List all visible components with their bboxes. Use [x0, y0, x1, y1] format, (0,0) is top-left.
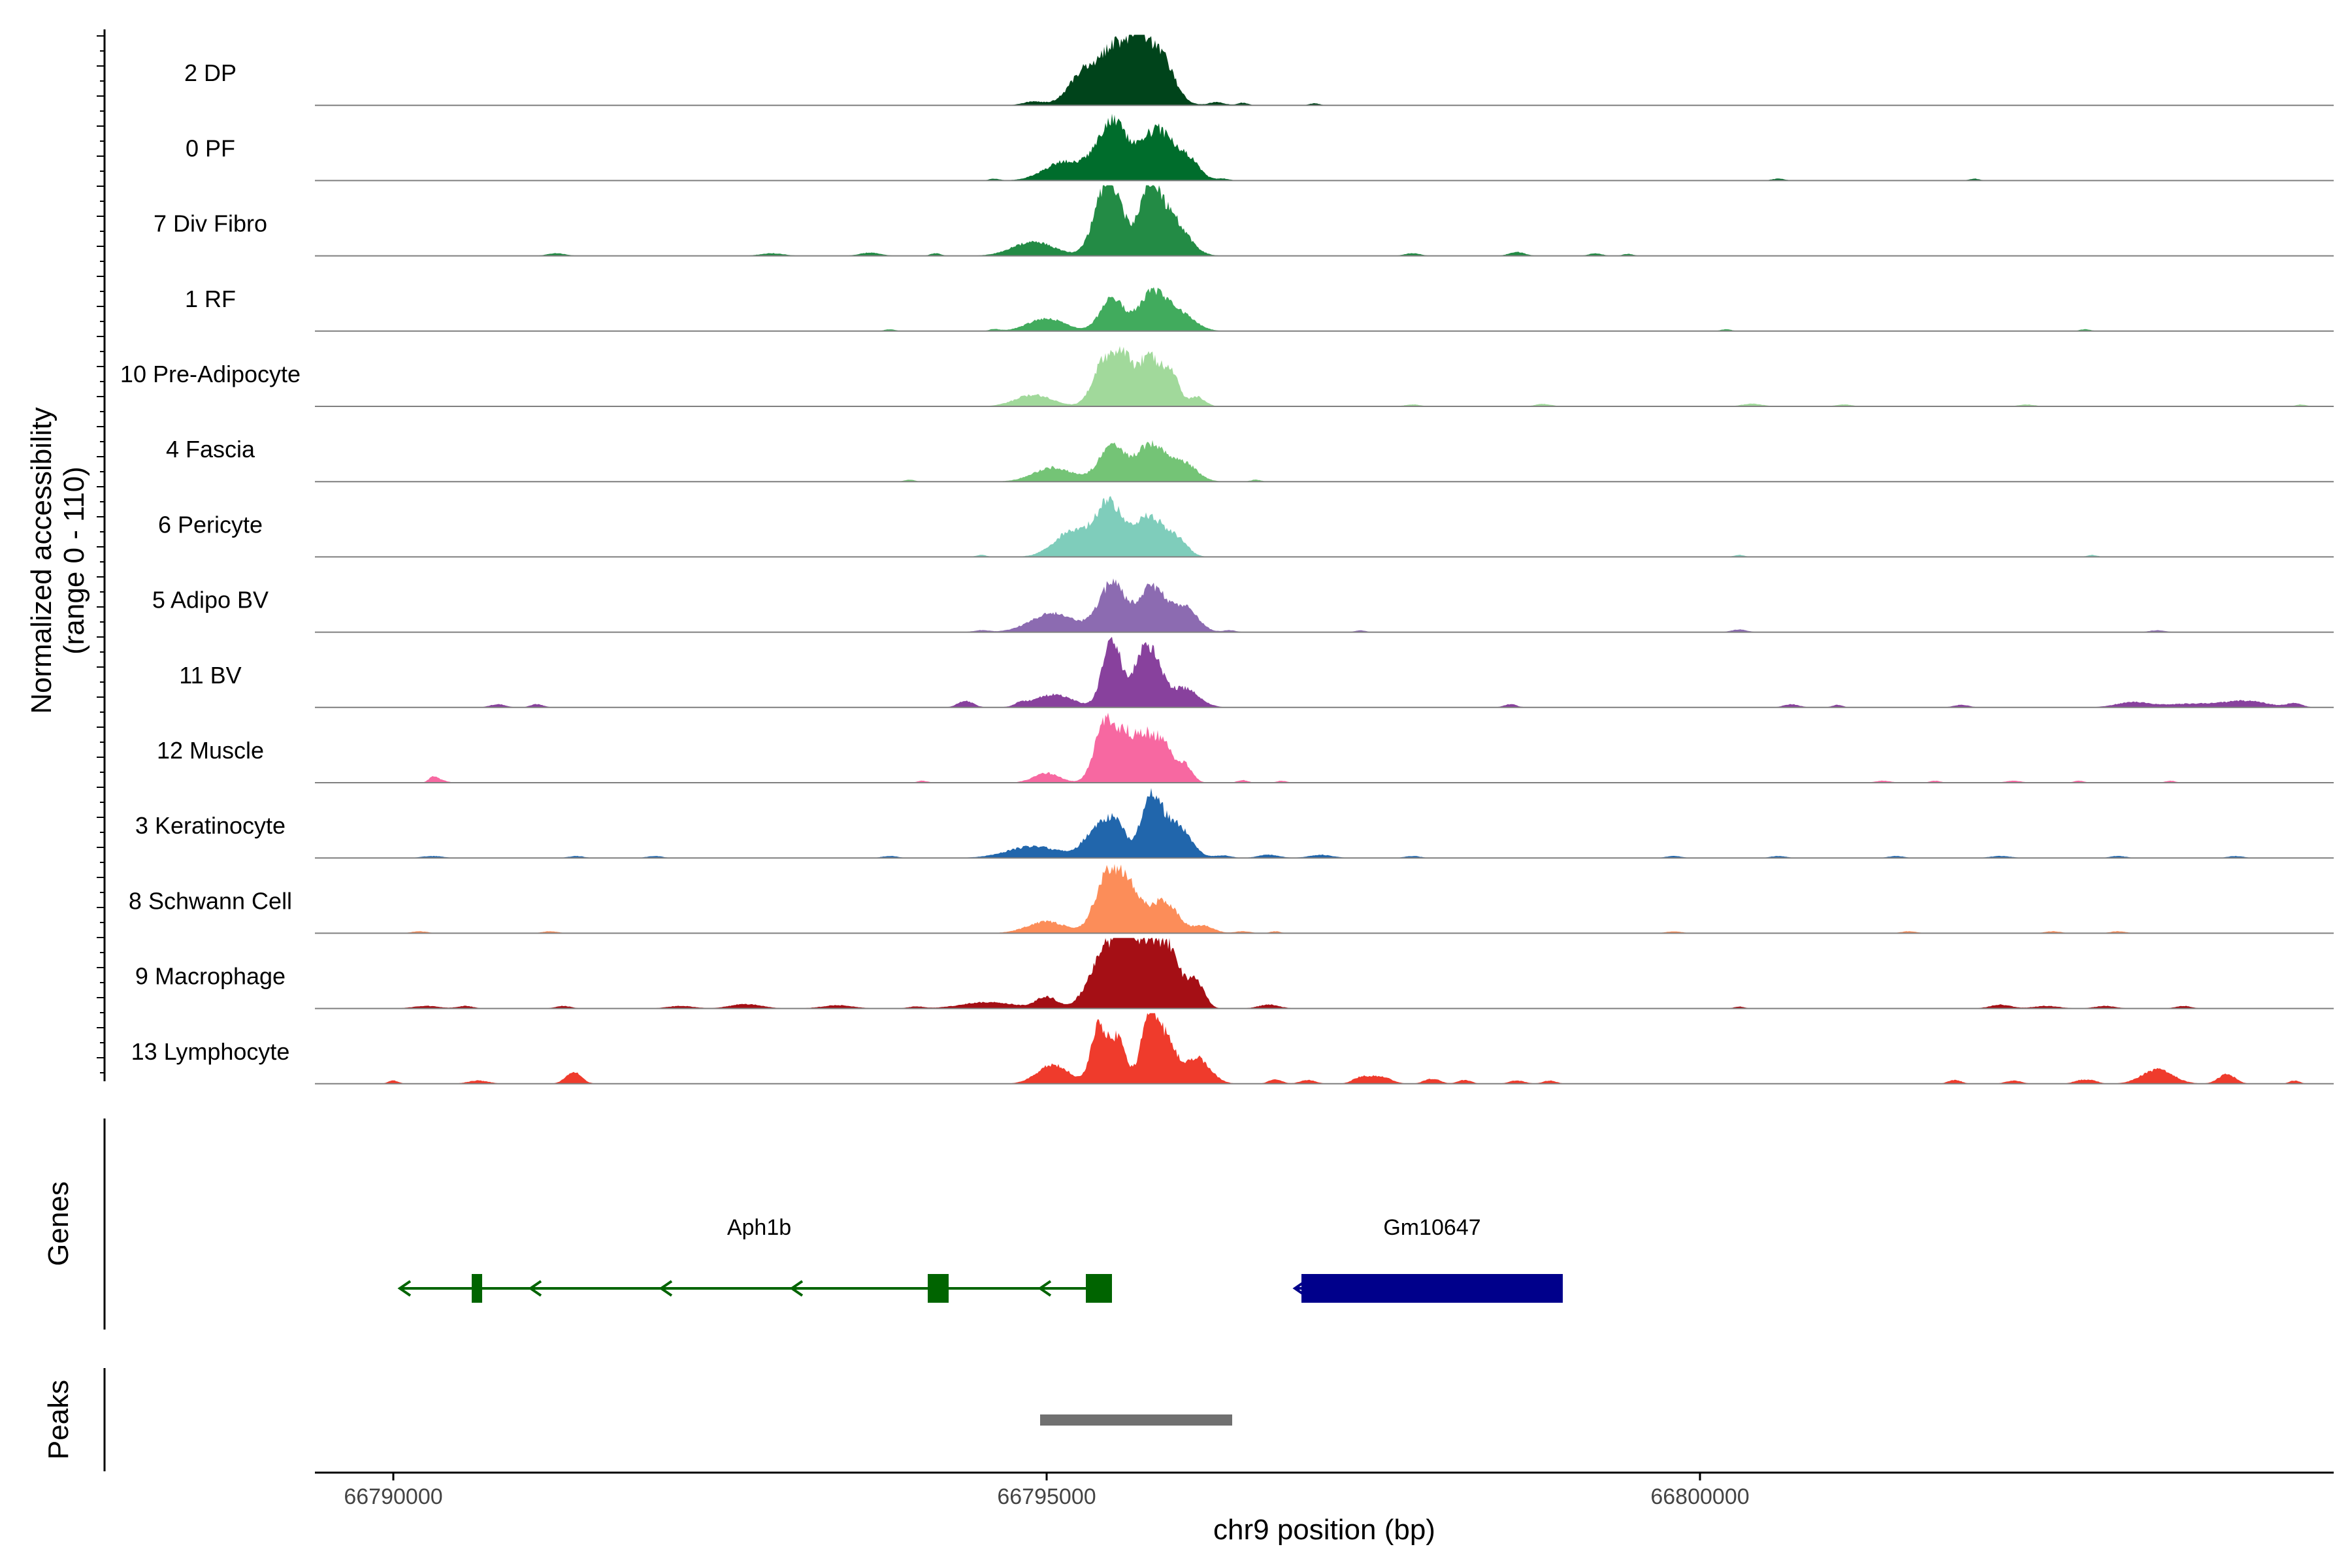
exon: [1301, 1274, 1563, 1303]
x-tick-label: 66795000: [997, 1484, 1096, 1509]
genes-track: Aph1b Gm10647: [397, 1215, 1563, 1303]
strand-arrow: [789, 1280, 804, 1297]
track-label: 10 Pre-Adipocyte: [120, 361, 301, 387]
exon: [1086, 1274, 1112, 1303]
track-11-bv: 11 BV: [179, 636, 2334, 708]
peaks-track: [1040, 1414, 1232, 1426]
track-label: 0 PF: [186, 135, 235, 161]
track-6-pericyte: 6 Pericyte: [158, 496, 2334, 558]
x-axis-title: chr9 position (bp): [1213, 1514, 1435, 1546]
peaks-panel-title: Peaks: [42, 1380, 74, 1460]
x-tick-label: 66790000: [344, 1484, 442, 1509]
track-1-rf: 1 RF: [185, 286, 2334, 332]
track-0-pf: 0 PF: [186, 114, 2334, 182]
strand-arrow: [1037, 1280, 1052, 1297]
exon: [472, 1274, 482, 1303]
strand-arrow: [528, 1280, 542, 1297]
track-label: 8 Schwann Cell: [129, 887, 292, 914]
track-label: 12 Muscle: [157, 737, 264, 764]
coverage-tracks: 2 DP 0 PF 7 Div Fibro 1 RF 10 Pre-Adipocyte 4…: [120, 35, 2334, 1085]
track-label: 3 Keratinocyte: [135, 812, 286, 839]
genes-panel-title: Genes: [42, 1181, 74, 1266]
x-tick-label: 66800000: [1650, 1484, 1749, 1509]
y-axis-title-line2: (range 0 - 110): [58, 466, 90, 655]
track-12-muscle: 12 Muscle: [157, 712, 2334, 783]
track-label: 4 Fascia: [166, 436, 255, 463]
track-label: 9 Macrophage: [135, 963, 286, 990]
gene-label: Gm10647: [1383, 1215, 1480, 1240]
track-8-schwann-cell: 8 Schwann Cell: [129, 864, 2334, 934]
track-3-keratinocyte: 3 Keratinocyte: [135, 788, 2334, 859]
track-label: 1 RF: [185, 286, 236, 312]
gene-aph1b: Aph1b: [397, 1215, 1112, 1303]
y-axis-title-line1: Normalized accessibility: [25, 407, 57, 713]
exon: [928, 1274, 949, 1303]
track-label: 11 BV: [179, 662, 241, 689]
track-label: 13 Lymphocyte: [131, 1038, 290, 1065]
track-4-fascia: 4 Fascia: [166, 436, 2334, 483]
track-5-adipo-bv: 5 Adipo BV: [152, 578, 2334, 633]
strand-arrow: [659, 1280, 673, 1297]
gene-label: Aph1b: [727, 1215, 791, 1240]
y-axis: [97, 29, 106, 1081]
track-7-div-fibro: 7 Div Fibro: [154, 185, 2334, 257]
strand-arrow: [397, 1280, 412, 1297]
track-label: 2 DP: [184, 59, 237, 86]
track-2-dp: 2 DP: [184, 35, 2334, 106]
track-label: 7 Div Fibro: [154, 210, 267, 237]
track-label: 5 Adipo BV: [152, 587, 269, 613]
peak-region: [1040, 1414, 1232, 1426]
track-10-pre-adipocyte: 10 Pre-Adipocyte: [120, 346, 2334, 407]
track-label: 6 Pericyte: [158, 511, 263, 538]
gene-gm10647: Gm10647: [1292, 1215, 1563, 1303]
x-axis: 66790000 66795000 66800000: [315, 1471, 2334, 1509]
track-9-macrophage: 9 Macrophage: [135, 938, 2334, 1009]
track-13-lymphocyte: 13 Lymphocyte: [131, 1013, 2334, 1085]
